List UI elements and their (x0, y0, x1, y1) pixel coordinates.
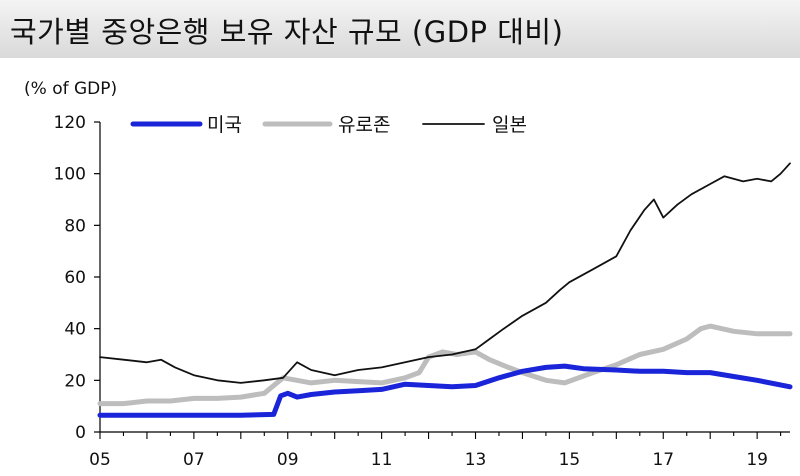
x-tick-label: 07 (183, 450, 205, 470)
legend-label-1: 유로존 (338, 114, 390, 136)
x-tick-label: 15 (559, 450, 581, 470)
y-tick-label: 80 (64, 216, 86, 236)
legend: 미국 유로존 일본 (130, 114, 527, 136)
y-tick-label: 0 (75, 423, 86, 443)
legend-label-2: 일본 (492, 114, 527, 136)
x-tick-label: 13 (465, 450, 487, 470)
y-tick-label: 100 (54, 165, 86, 185)
legend-label-0: 미국 (207, 114, 242, 136)
y-tick-label: 20 (64, 371, 86, 391)
series-line-1 (97, 323, 793, 407)
y-tick-label: 60 (64, 268, 86, 288)
x-tick-label: 11 (371, 450, 393, 470)
x-tick-label: 09 (277, 450, 299, 470)
y-axis-unit-label: (% of GDP) (24, 79, 118, 99)
x-tick-label: 17 (652, 450, 674, 470)
y-tick-label: 120 (54, 113, 86, 133)
y-tick-label: 40 (64, 320, 86, 340)
x-tick-label: 19 (746, 450, 768, 470)
chart-title: 국가별 중앙은행 보유 자산 규모 (GDP 대비) (10, 15, 564, 49)
series-layer (97, 162, 793, 418)
series-line-0 (97, 363, 793, 418)
title-bar: 국가별 중앙은행 보유 자산 규모 (GDP 대비) (0, 0, 800, 58)
series-line-2 (99, 162, 791, 384)
x-tick-label: 05 (89, 450, 111, 470)
axes: 0 20 40 60 80 100 120 05 07 09 11 13 15 17 19 (54, 113, 790, 470)
